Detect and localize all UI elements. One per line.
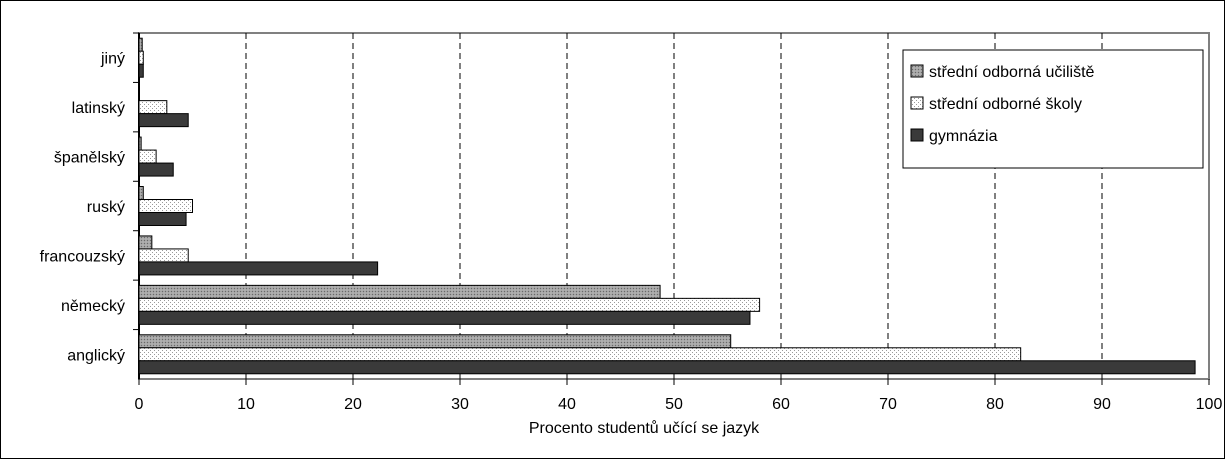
- category-label: ruský: [87, 199, 125, 216]
- bar-2: [138, 50, 144, 65]
- x-tick-label: 100: [1196, 396, 1223, 413]
- legend-label-2: střední odborné školy: [929, 96, 1082, 113]
- bar-1: [138, 334, 732, 349]
- category-label: anglický: [67, 347, 125, 364]
- bar-1: [138, 136, 142, 151]
- x-tick-label: 20: [344, 396, 362, 413]
- category-label: španělský: [54, 150, 125, 167]
- bar-2: [138, 100, 168, 115]
- bar-1: [138, 284, 661, 299]
- bar-3: [138, 212, 187, 226]
- legend-swatch-1: [910, 64, 924, 78]
- x-tick-label: 80: [986, 396, 1004, 413]
- bar-2: [138, 248, 189, 263]
- legend-label-1: střední odborná učiliště: [929, 64, 1095, 81]
- category-label: francouzský: [40, 248, 125, 265]
- legend-swatch-2: [910, 96, 924, 110]
- bar-2: [138, 297, 761, 312]
- bar-1: [138, 37, 143, 52]
- x-tick-label: 90: [1093, 396, 1111, 413]
- bar-1: [138, 235, 153, 250]
- x-tick-label: 40: [558, 396, 576, 413]
- bar-3: [138, 360, 1196, 375]
- legend-box: [902, 49, 1204, 169]
- bar-3: [138, 63, 144, 78]
- bar-2: [138, 199, 193, 213]
- bar-3: [138, 261, 379, 276]
- legend-swatch-3: [910, 128, 924, 142]
- bar-2: [138, 149, 157, 164]
- x-tick-label: 10: [237, 396, 255, 413]
- bar-2: [138, 347, 1022, 362]
- x-axis-title: Procento studentů učící se jazyk: [529, 419, 760, 437]
- bar-3: [138, 113, 189, 128]
- x-tick-label: 70: [879, 396, 897, 413]
- x-tick-label: 50: [665, 396, 683, 413]
- legend-label-3: gymnázia: [929, 128, 998, 145]
- bar-1: [138, 186, 144, 200]
- category-label: latinský: [72, 100, 125, 117]
- category-label: německý: [61, 298, 125, 315]
- x-tick-label: 0: [135, 396, 144, 413]
- bar-3: [138, 310, 751, 325]
- bar-3: [138, 162, 174, 177]
- x-tick-label: 60: [772, 396, 790, 413]
- x-tick-label: 30: [451, 396, 469, 413]
- category-label: jiný: [100, 51, 125, 68]
